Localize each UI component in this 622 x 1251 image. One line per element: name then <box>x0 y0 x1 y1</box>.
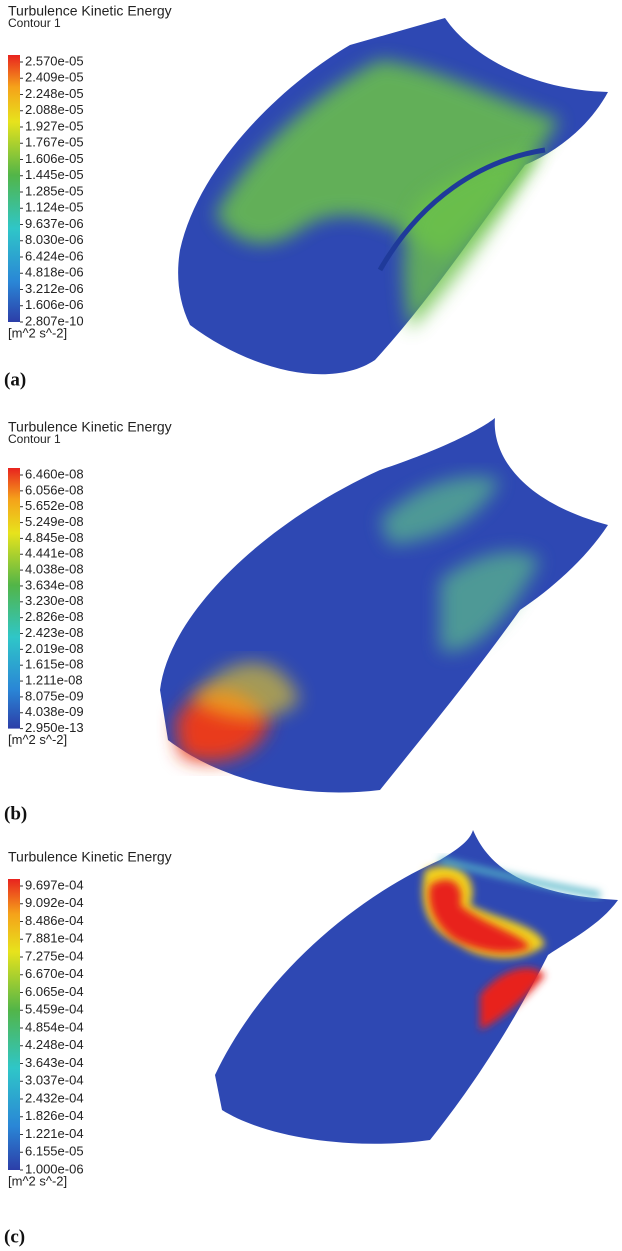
panel-label: (c) <box>4 1226 25 1247</box>
colorbar-label: 7.881e-04 <box>25 931 84 946</box>
colorbar-label: 1.221e-04 <box>25 1126 84 1141</box>
colorbar-label: 2.432e-04 <box>25 1090 84 1105</box>
colorbar-label: 4.038e-09 <box>25 704 84 719</box>
legend-title: Turbulence Kinetic Energy <box>8 849 172 865</box>
colorbar-label: 3.230e-08 <box>25 593 84 608</box>
colorbar <box>8 55 20 322</box>
colorbar-label: 6.065e-04 <box>25 984 84 999</box>
colorbar-label: 6.056e-08 <box>25 482 84 497</box>
legend-subtitle: Contour 1 <box>8 432 61 446</box>
unit: [m^2 s^-2] <box>8 732 67 747</box>
colorbar-label: 1.767e-05 <box>25 135 84 150</box>
colorbar-label: 3.643e-04 <box>25 1055 84 1070</box>
colorbar-label: 4.818e-06 <box>25 265 84 280</box>
colorbar-label: 2.019e-08 <box>25 641 84 656</box>
colorbar-label: 6.155e-05 <box>25 1144 84 1159</box>
colorbar-label: 6.460e-08 <box>25 466 84 481</box>
colorbar-label: 9.697e-04 <box>25 877 84 892</box>
colorbar-label: 7.275e-04 <box>25 948 84 963</box>
colorbar-label: 1.927e-05 <box>25 118 84 133</box>
colorbar-label: 1.826e-04 <box>25 1108 84 1123</box>
colorbar-label: 5.459e-04 <box>25 1002 84 1017</box>
unit: [m^2 s^-2] <box>8 1173 67 1188</box>
colorbar-label: 3.037e-04 <box>25 1073 84 1088</box>
colorbar-label: 1.606e-06 <box>25 297 84 312</box>
colorbar-label: 4.441e-08 <box>25 546 84 561</box>
colorbar-label: 1.606e-05 <box>25 151 84 166</box>
colorbar-label: 2.248e-05 <box>25 86 84 101</box>
colorbar-label: 3.212e-06 <box>25 281 84 296</box>
colorbar-label: 4.248e-04 <box>25 1037 84 1052</box>
colorbar-label: 5.249e-08 <box>25 514 84 529</box>
unit: [m^2 s^-2] <box>8 325 67 340</box>
contour-c <box>215 830 618 1144</box>
colorbar <box>8 879 20 1170</box>
colorbar-label: 1.124e-05 <box>25 200 84 215</box>
legend-subtitle: Contour 1 <box>8 16 61 30</box>
colorbar-label: 2.570e-05 <box>25 53 84 68</box>
contour-a <box>178 18 608 374</box>
colorbar <box>8 468 20 729</box>
colorbar-label: 8.486e-04 <box>25 913 84 928</box>
colorbar-label: 8.030e-06 <box>25 232 84 247</box>
colorbar-label: 1.445e-05 <box>25 167 84 182</box>
colorbar-label: 5.652e-08 <box>25 498 84 513</box>
colorbar-label: 6.424e-06 <box>25 248 84 263</box>
colorbar-label: 6.670e-04 <box>25 966 84 981</box>
colorbar-label: 4.038e-08 <box>25 562 84 577</box>
colorbar-label: 4.845e-08 <box>25 530 84 545</box>
figure: Turbulence Kinetic Energy Contour 1 2.570e… <box>0 0 622 1251</box>
colorbar-label: 3.634e-08 <box>25 577 84 592</box>
colorbar-label: 2.088e-05 <box>25 102 84 117</box>
colorbar-label: 4.854e-04 <box>25 1019 84 1034</box>
colorbar-label: 9.092e-04 <box>25 895 84 910</box>
panel-label: (b) <box>4 803 27 824</box>
colorbar-label: 2.423e-08 <box>25 625 84 640</box>
colorbar-label: 2.826e-08 <box>25 609 84 624</box>
colorbar-label: 9.637e-06 <box>25 216 84 231</box>
colorbar-label: 2.409e-05 <box>25 70 84 85</box>
colorbar-label: 1.211e-08 <box>25 672 83 687</box>
colorbar-label: 1.285e-05 <box>25 183 84 198</box>
contour-b <box>160 418 608 793</box>
colorbar-label: 1.615e-08 <box>25 657 84 672</box>
panel-label: (a) <box>4 369 26 390</box>
colorbar-label: 8.075e-09 <box>25 688 84 703</box>
